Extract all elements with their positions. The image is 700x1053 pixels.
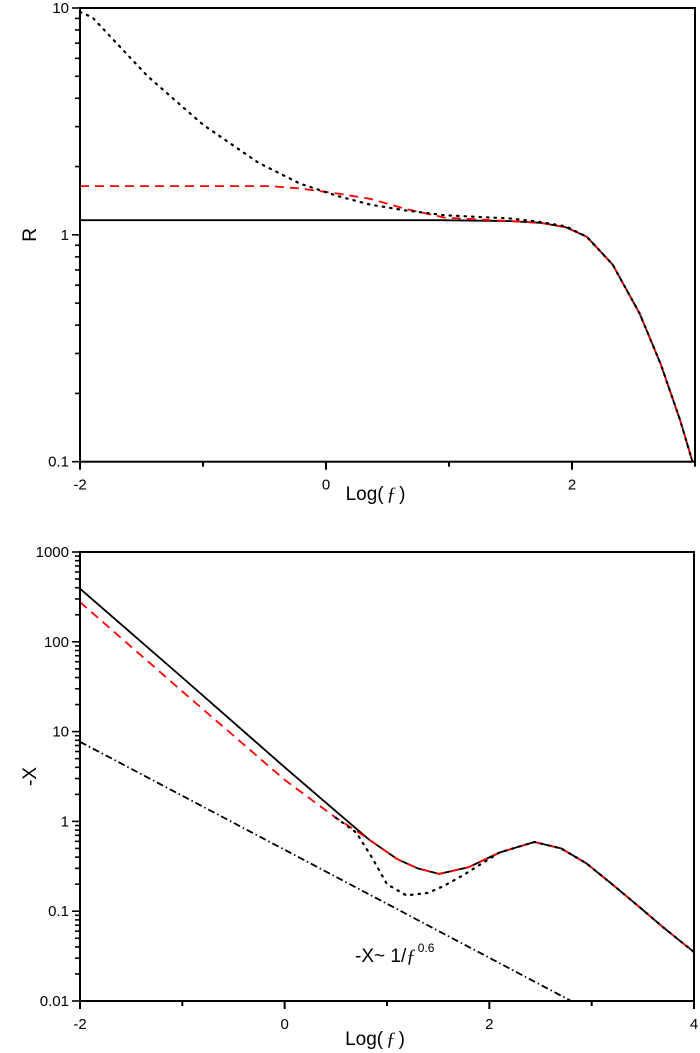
y-tick-label: 10	[52, 0, 69, 17]
y-axis-label: R	[20, 228, 41, 242]
x-axis-label: Log(ƒ)	[346, 484, 406, 505]
chart-2: -2 0 2 4 0.01 0.1 1 10 100 1000 Log(ƒ) -X -X~ 1/ƒ 0.6	[20, 544, 698, 1050]
y-tick-label: 1	[61, 813, 69, 830]
plot-frame	[79, 7, 696, 463]
y-tick-label: 0.01	[40, 993, 69, 1010]
y-tick-label: 0.1	[48, 454, 69, 471]
x-tick-label: 0	[280, 1016, 288, 1033]
y-tick-label: 100	[44, 634, 69, 651]
x-axis-label: Log(ƒ)	[345, 1029, 405, 1050]
x-tick-label: -2	[73, 477, 86, 494]
y-tick-label: 0.1	[48, 903, 69, 920]
series-line-solid	[80, 219, 694, 462]
x-tick-label: 0	[322, 477, 330, 494]
plot-frame	[79, 551, 695, 1002]
x-tick-label: 2	[485, 1016, 493, 1033]
y-tick-label: 1000	[36, 544, 69, 561]
series-line-dashed	[80, 601, 694, 953]
series-line-dotted	[334, 816, 694, 954]
series-line-dotted	[80, 10, 694, 462]
x-tick-label: 4	[690, 1016, 698, 1033]
x-tick-label: 2	[568, 477, 576, 494]
series-line-dashdot	[80, 741, 572, 1001]
x-tick-label: -2	[73, 1016, 86, 1033]
series-line-solid	[80, 588, 694, 953]
chart-1: -2 0 2 0.1 1 10 Log(ƒ) R	[20, 0, 696, 505]
y-axis-label: -X	[20, 767, 41, 786]
y-tick-label: 10	[52, 724, 69, 741]
power-law-annotation: -X~ 1/ƒ 0.6	[355, 941, 435, 967]
y-tick-label: 1	[61, 227, 69, 244]
series-line-dashed	[80, 185, 694, 462]
